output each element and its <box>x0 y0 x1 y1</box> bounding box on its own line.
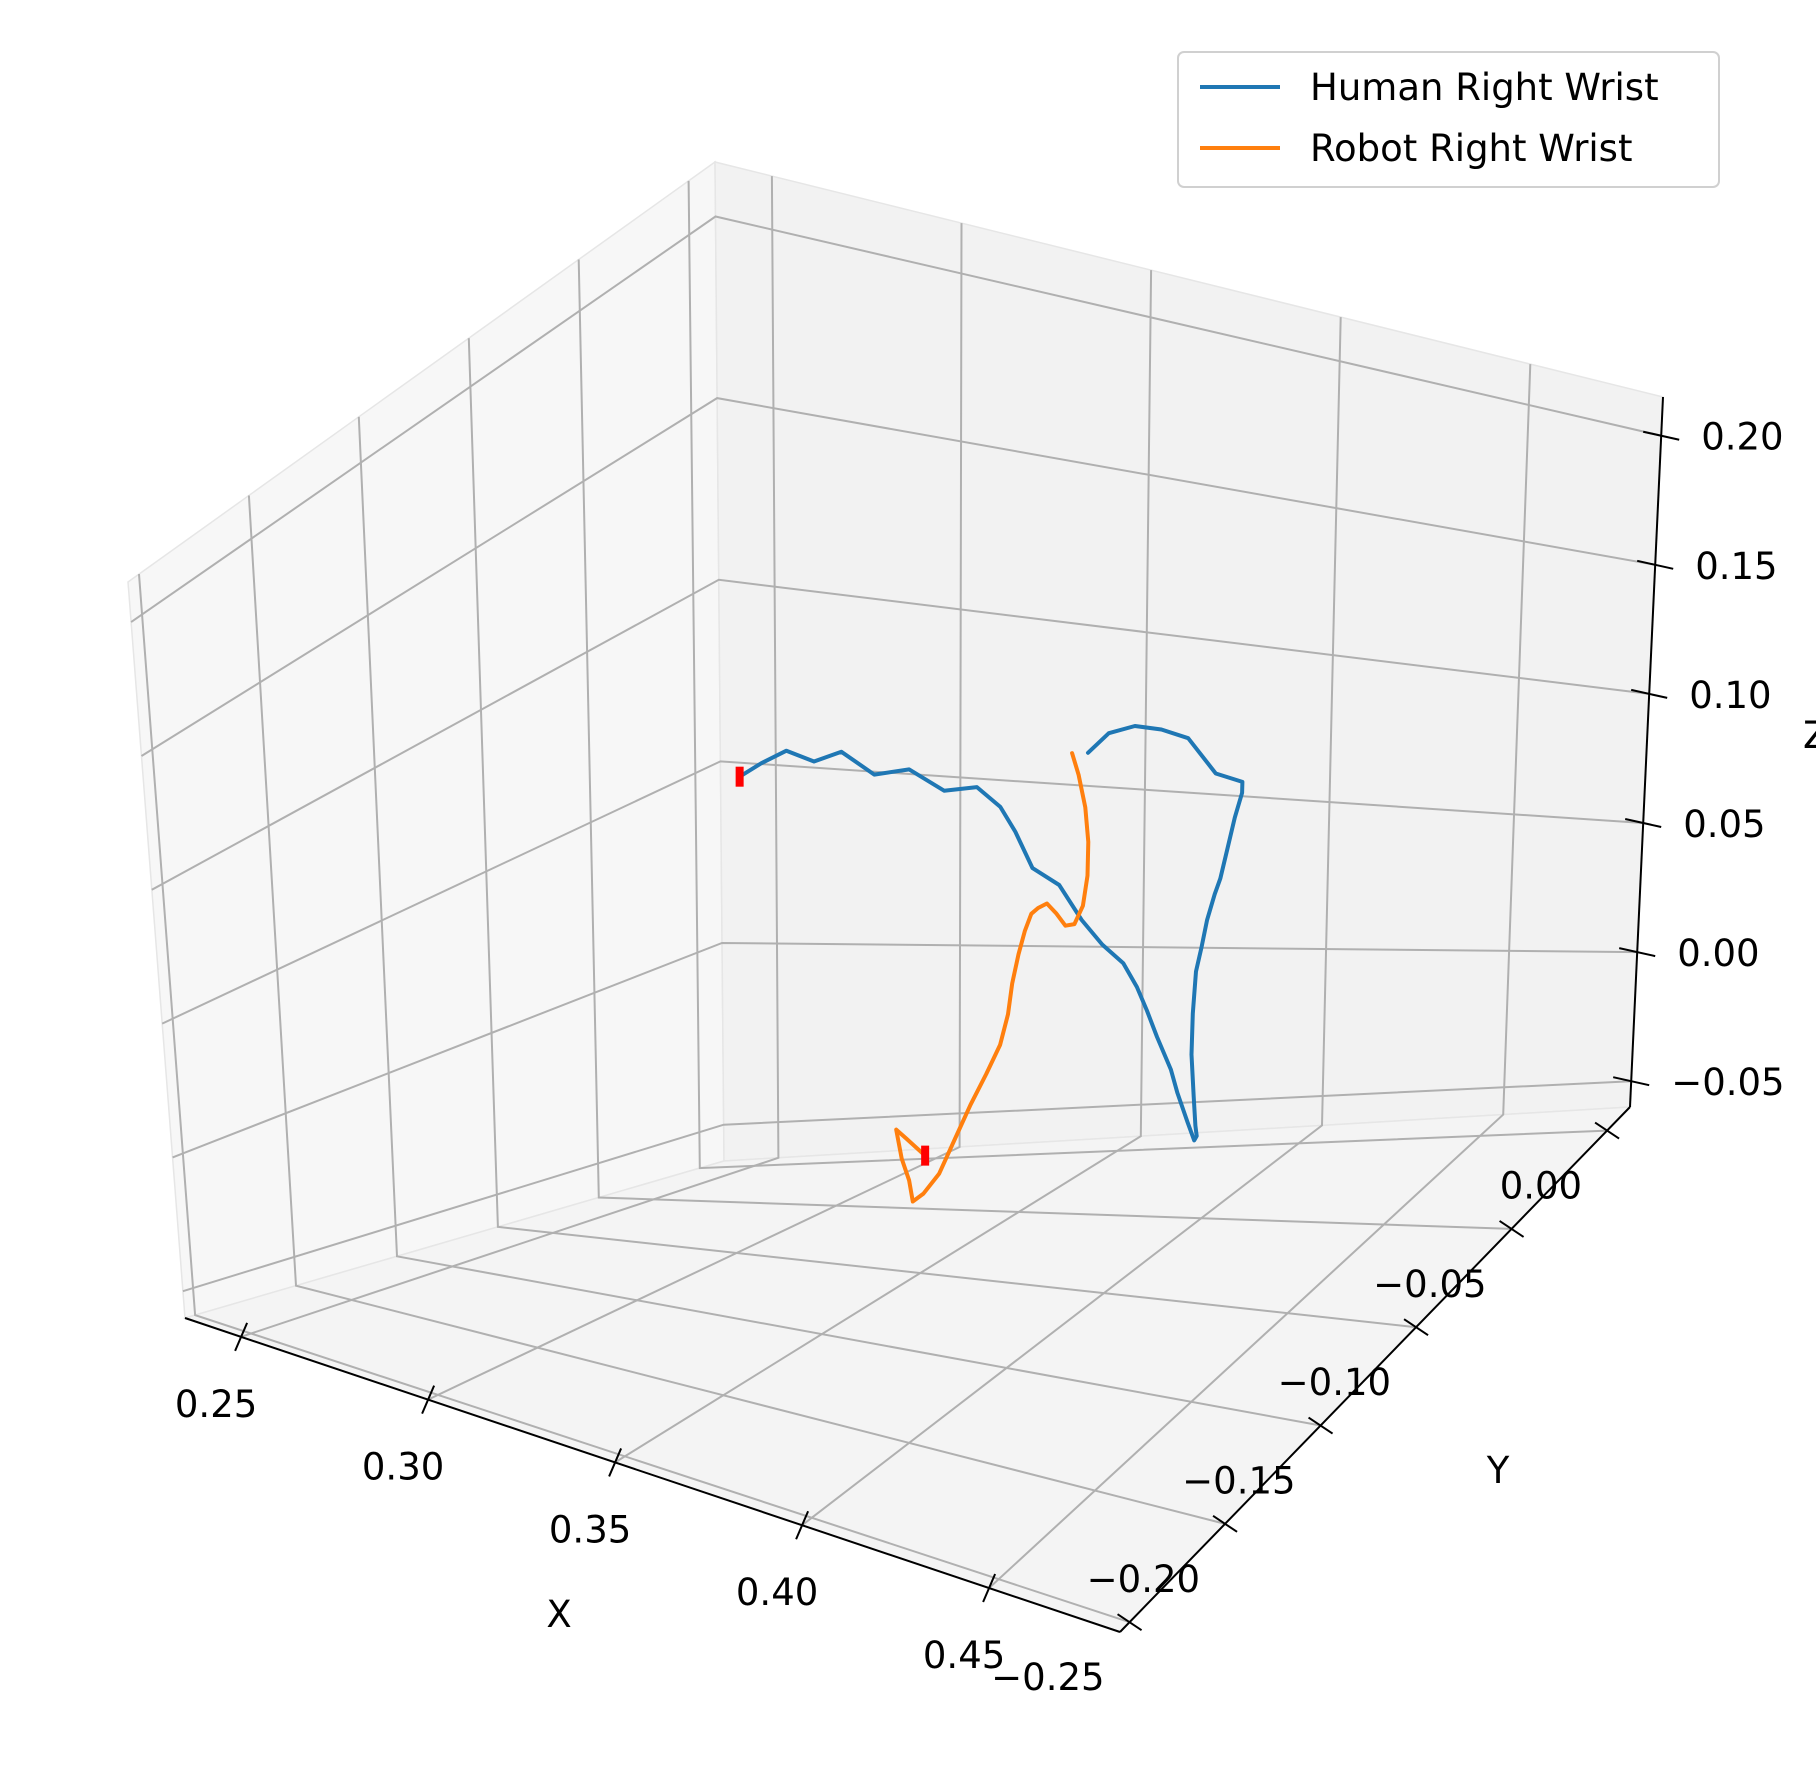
x-tick <box>421 1385 436 1415</box>
z-tick <box>1642 430 1680 441</box>
grid-lines <box>130 176 1662 1624</box>
grid-x <box>240 176 780 1338</box>
grid-y <box>247 495 1226 1525</box>
grid-y <box>467 338 1417 1329</box>
axis-lines <box>184 396 1664 1633</box>
x-tick <box>982 1573 997 1603</box>
y-axis-label: Y <box>1486 1449 1510 1492</box>
legend-label-robot: Robot Right Wrist <box>1310 127 1632 170</box>
z-tick-label: 0.20 <box>1701 416 1783 459</box>
x-tick <box>795 1510 810 1540</box>
series-line-human <box>737 724 1245 1143</box>
legend-frame <box>1177 51 1720 188</box>
z-tick <box>1612 1076 1650 1087</box>
pane-right <box>714 161 1664 1162</box>
grid-z <box>151 578 1650 891</box>
y-tick-label: −0.20 <box>1087 1558 1200 1601</box>
y-tick-label: −0.25 <box>991 1656 1104 1699</box>
y-tick-label: −0.10 <box>1278 1361 1391 1404</box>
z-tick <box>1636 559 1674 570</box>
grid-y <box>687 180 1608 1170</box>
z-tick-label: −0.05 <box>1671 1061 1784 1104</box>
x-tick <box>608 1448 623 1477</box>
y-tick <box>1403 1318 1429 1337</box>
y-tick-label: −0.05 <box>1373 1263 1486 1306</box>
y-tick-label: 0.00 <box>1500 1165 1582 1208</box>
y-tick-label: −0.15 <box>1182 1460 1295 1503</box>
y-tick <box>1594 1121 1620 1140</box>
z-tick-label: 0.15 <box>1695 545 1777 588</box>
axes-panes <box>127 160 1664 1633</box>
z-axis-label: Z <box>1803 714 1816 757</box>
grid-x <box>427 223 963 1401</box>
legend-label-human: Human Right Wrist <box>1310 66 1659 109</box>
series-lines <box>735 724 1245 1204</box>
start-marker-robot <box>921 1145 930 1166</box>
grid-z <box>172 941 1638 1159</box>
z-tick <box>1618 947 1656 958</box>
y-axis-line <box>1119 1106 1631 1633</box>
grid-y <box>138 574 1130 1624</box>
y-tick <box>1499 1220 1525 1238</box>
y-tick <box>1116 1613 1143 1632</box>
grid-z <box>161 760 1644 1025</box>
grid-x <box>988 364 1532 1589</box>
z-axis-line <box>1629 396 1664 1108</box>
y-tick <box>1308 1416 1334 1435</box>
z-tick-label: 0.05 <box>1683 803 1765 846</box>
legend: Human Right Wrist Robot Right Wrist <box>1177 51 1720 188</box>
axis-ticks: 0.25 0.30 0.35 0.40 0.45 0.00 −0.05 −0.10 −0.15 −… <box>175 416 1785 1699</box>
z-tick <box>1624 818 1662 828</box>
grid-x <box>614 270 1153 1464</box>
x-tick-label: 0.30 <box>362 1446 444 1489</box>
z-tick-label: 0.00 <box>1677 932 1759 975</box>
grid-y <box>577 259 1512 1230</box>
x-tick-label: 0.35 <box>549 1508 631 1551</box>
series-line-robot <box>894 751 1091 1204</box>
x-tick <box>234 1322 249 1352</box>
grid-z <box>130 215 1662 623</box>
x-tick-label: 0.40 <box>736 1571 818 1614</box>
z-tick <box>1630 688 1668 699</box>
x-tick-label: 0.25 <box>175 1383 257 1426</box>
x-axis-label: X <box>546 1593 571 1636</box>
grid-z <box>140 397 1656 757</box>
grid-z <box>182 1080 1632 1293</box>
z-tick-label: 0.10 <box>1689 674 1771 717</box>
y-tick <box>1212 1515 1238 1533</box>
x-tick-label: 0.45 <box>923 1634 1005 1677</box>
x-axis-line <box>184 1317 1121 1633</box>
grid-x <box>801 317 1342 1526</box>
start-marker-human <box>735 766 744 787</box>
grid-y <box>357 416 1321 1427</box>
